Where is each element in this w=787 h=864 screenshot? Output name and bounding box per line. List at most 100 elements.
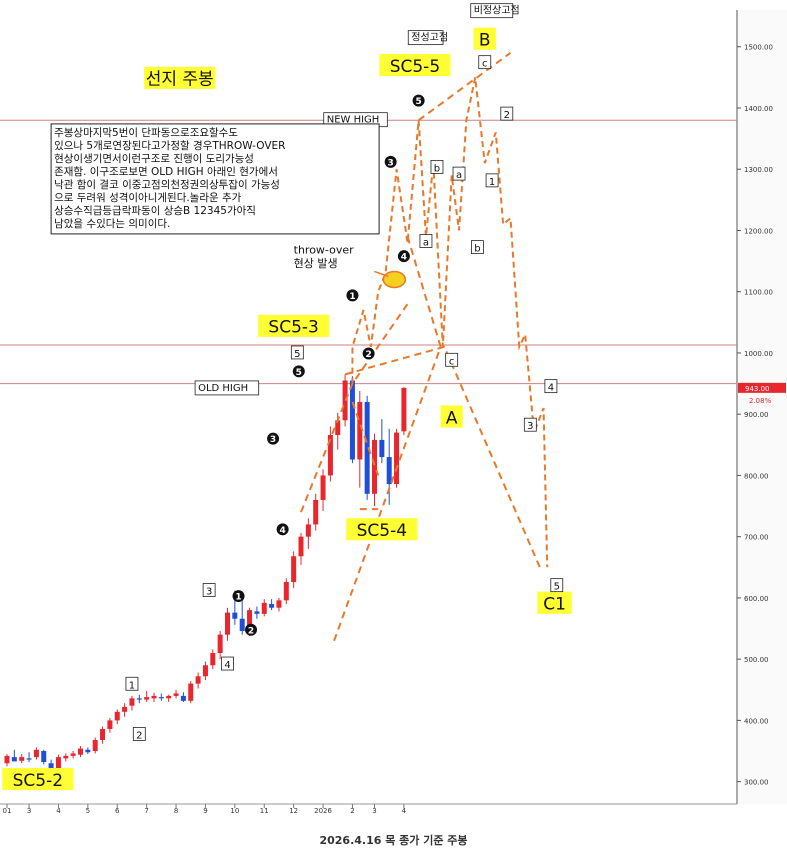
candle-body [78, 748, 83, 755]
subwave-label-box [290, 345, 304, 360]
commentary-line: 현상이생기면서이런구조로 진행이 도리가능성 [54, 153, 254, 165]
wave-circle-text: 4 [279, 526, 285, 536]
candle-body [239, 618, 245, 631]
subwave-label-text: c [449, 356, 455, 367]
subwave-label-text: 4 [224, 660, 230, 671]
x-tick-label: 5 [86, 807, 90, 815]
y-tick-label: 1100.00 [744, 289, 773, 297]
candle-body [195, 676, 201, 684]
candle-body [379, 439, 385, 458]
annotation-text: 현상 발생 [294, 257, 338, 270]
candle-body [313, 499, 319, 525]
annotation-text: 정성고점 [411, 32, 448, 44]
trendline [333, 346, 442, 642]
candle-body [100, 728, 106, 740]
price-tag-value: 943.00 [745, 385, 770, 393]
candle-body [144, 697, 150, 700]
x-tick-label: 3 [27, 807, 31, 815]
subwave-label-text: 1 [129, 680, 135, 691]
candle-body [320, 475, 326, 500]
candle-body [357, 401, 363, 460]
y-tick-label: 500.00 [744, 656, 769, 664]
commentary-line: 존재함. 이구조로보면 OLD HIGH 아래인 현가에서 [54, 166, 278, 178]
y-tick-label: 1000.00 [744, 350, 773, 358]
wave-label-box [346, 518, 418, 541]
candle-body [291, 556, 297, 582]
subwave-label-text: 2 [136, 730, 142, 741]
trendline [351, 401, 380, 476]
subwave-label-box [500, 106, 514, 121]
wave-circle-text: 3 [388, 158, 394, 168]
subwave-label-box [523, 417, 537, 432]
wave-circle-text: 2 [248, 626, 254, 636]
wave-circle-text: 5 [296, 368, 302, 378]
subwave-label-box [419, 234, 433, 248]
subwave-label-text: 5 [294, 349, 300, 360]
candle-body [232, 612, 238, 619]
price-tag-change: 2.08% [749, 397, 772, 405]
y-tick-label: 1200.00 [744, 227, 773, 235]
candle-body [269, 604, 275, 608]
subwave-label-text: b [474, 244, 480, 255]
wave-circle-text: 1 [349, 292, 355, 302]
candle-body [19, 757, 25, 761]
wave-circle-text: 4 [401, 253, 407, 263]
x-tick-label: 6 [115, 807, 120, 815]
candle-body [364, 401, 370, 494]
x-tick-label: 10 [230, 807, 239, 815]
subwave-label-box [485, 173, 499, 188]
commentary-line: 남았을 수있다는 의미이다. [54, 218, 170, 230]
candle-body [210, 653, 216, 666]
candle-body [107, 720, 113, 729]
wave-circle-marker [276, 523, 289, 536]
candle-body [327, 435, 333, 476]
commentary-line: 주봉상마지막5번이 단파동으로조요할수도 [54, 127, 238, 139]
annotation-box [194, 380, 260, 396]
candle-body [386, 457, 392, 484]
subwave-label-box [550, 578, 564, 593]
x-tick-label: 11 [260, 807, 269, 815]
y-tick-label: 400.00 [744, 717, 769, 725]
candle-body [276, 600, 282, 608]
candle-body [41, 751, 47, 763]
subwave-label-box [478, 55, 492, 70]
x-tick-label: 2026 [314, 807, 332, 815]
candle-body [26, 758, 32, 760]
wave-label-text: C1 [543, 595, 566, 615]
y-tick-label: 700.00 [744, 534, 769, 542]
candle-body [247, 610, 253, 631]
wave-circle-marker [384, 155, 397, 168]
trendline [418, 52, 512, 122]
candle-body [166, 695, 172, 699]
wave-circle-marker [362, 347, 375, 360]
y-tick-label: 1300.00 [744, 166, 773, 174]
wave-label-box [144, 66, 216, 89]
subwave-label-text: 4 [548, 383, 554, 394]
wave-circle-text: 3 [270, 435, 276, 445]
annotation-box [407, 30, 444, 46]
candle-body [298, 536, 304, 557]
y-tick-label: 600.00 [744, 595, 769, 603]
candle-body [305, 524, 311, 537]
commentary-line: 으로 두려워 성격이아니게된다.놀라운 추가 [54, 191, 242, 204]
annotation-text: throw-over [294, 244, 354, 257]
x-tick-label: 3 [372, 807, 376, 815]
candle-body [254, 611, 260, 614]
wave-circle-text: 5 [415, 97, 421, 107]
trendline [406, 236, 442, 348]
commentary-line: 낙관 함이 결코 이중고점의천정권의상투잡이 가능성 [54, 179, 280, 191]
wave-label-box [537, 591, 572, 614]
candle-body [401, 387, 407, 432]
y-axis-panel [738, 10, 787, 804]
candle-body [129, 698, 135, 706]
wave-circle-marker [232, 590, 245, 603]
candle-body [225, 612, 230, 635]
subwave-label-box [132, 727, 146, 741]
candle-body [63, 755, 69, 759]
candle-body [136, 698, 142, 700]
subwave-label-text: a [456, 170, 462, 181]
x-tick-label: 01 [3, 807, 12, 815]
x-tick-label: 8 [174, 807, 178, 815]
candle-body [85, 749, 91, 753]
candle-body [33, 749, 39, 758]
